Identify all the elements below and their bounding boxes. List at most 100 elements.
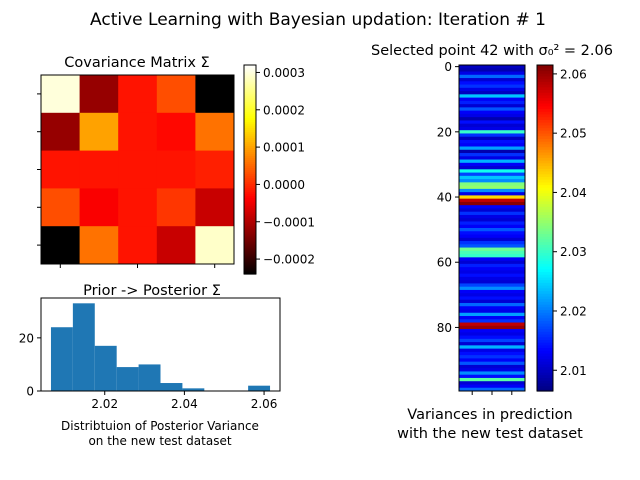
variance-cell (459, 257, 525, 262)
colorbar-step (537, 135, 553, 139)
colorbar-step (537, 162, 553, 167)
colorbar-step (537, 146, 553, 150)
covariance-cell (41, 226, 81, 265)
colorbar-step (244, 127, 256, 130)
colorbar-step (537, 274, 553, 278)
histogram-xtick-label: 2.04 (171, 397, 198, 411)
covariance-cell (118, 150, 158, 189)
colorbar-step (244, 185, 256, 189)
colorbar-step (537, 282, 553, 286)
colorbar-step (537, 309, 553, 313)
colorbar-step (244, 85, 256, 88)
variance-cell (459, 322, 525, 327)
colorbar-step (244, 77, 256, 80)
colorbar-step (244, 175, 256, 179)
colorbar-step (537, 233, 553, 237)
colorbar-step (537, 358, 553, 362)
colorbar-step (244, 213, 256, 217)
colorbar-step (537, 285, 553, 289)
variance-cell (459, 254, 525, 258)
variance-colorbar: 2.01 2.02 2.03 2.04 2.05 2.06 (536, 64, 587, 392)
colorbar-step (244, 159, 256, 163)
variance-cell (459, 384, 525, 389)
variance-cell (459, 97, 525, 102)
colorbar-step (244, 241, 256, 245)
colorbar-step (537, 165, 553, 169)
colorbar-step (537, 252, 553, 256)
histogram-bar (182, 388, 205, 391)
variance-cell (459, 211, 525, 216)
covariance-cell (41, 150, 81, 189)
variance-cell (459, 332, 525, 337)
colorbar-step (537, 355, 553, 359)
colorbar-step (244, 125, 256, 128)
colorbar-step (244, 165, 256, 169)
colorbar-step (244, 237, 256, 241)
variance-cell (459, 153, 525, 157)
colorbar-step (244, 255, 256, 259)
colorbar-step (244, 189, 256, 193)
variance-cell (459, 117, 525, 121)
variance-cell (459, 241, 525, 245)
variance-cell (459, 348, 525, 353)
colorbar-step (537, 208, 553, 213)
colorbar-step (537, 271, 553, 275)
colorbar-step (537, 203, 553, 207)
variance-cell (459, 81, 525, 86)
variance-cell (459, 139, 525, 144)
variance-cell (459, 133, 525, 138)
variance-ytick-label: 20 (437, 125, 452, 139)
colorbar-step (537, 287, 553, 292)
variance-cell (459, 273, 525, 278)
variance-cell (459, 78, 525, 82)
colorbar-step (537, 94, 553, 99)
colorbar-step (537, 260, 553, 264)
variance-cell (459, 208, 525, 213)
colorbar-step (537, 333, 553, 338)
variance-cell (459, 280, 525, 284)
colorbar-step (537, 189, 553, 194)
colorbar-step (244, 107, 256, 110)
variance-cell (459, 228, 525, 232)
variance-cell (459, 335, 525, 340)
covariance-cell (195, 188, 235, 227)
histogram-title: Prior -> Posterior Σ (83, 283, 221, 299)
colorbar-step (537, 198, 553, 202)
colorbar-step (537, 160, 553, 164)
colorbar-step (537, 371, 553, 376)
variance-cell (459, 270, 525, 275)
colorbar-step (244, 155, 256, 159)
colorbar-step (537, 73, 553, 77)
colorbar-step (537, 225, 553, 229)
colorbar-step (537, 124, 553, 129)
colorbar-step (244, 123, 256, 126)
variance-cell (459, 329, 525, 333)
variance-cell (459, 143, 525, 147)
variance-cell (459, 355, 525, 359)
covariance-cell (195, 226, 235, 265)
variance-cell (459, 198, 525, 203)
variance-cell (459, 166, 525, 170)
colorbar-tick-label: 2.05 (560, 127, 587, 141)
covariance-cell (195, 112, 235, 152)
colorbar-step (244, 239, 256, 243)
colorbar-step (537, 317, 553, 321)
variance-cell (459, 205, 525, 209)
histogram-bar (72, 303, 95, 391)
colorbar-step (244, 247, 256, 251)
colorbar-step (244, 139, 256, 142)
colorbar-step (537, 168, 553, 172)
colorbar-step (244, 95, 256, 98)
variance-cell (459, 87, 525, 92)
covariance-cell (118, 112, 158, 152)
colorbar-step (244, 253, 256, 257)
colorbar-step (244, 181, 256, 185)
colorbar-step (244, 135, 256, 138)
colorbar-step (244, 193, 256, 197)
variance-cell (459, 260, 525, 265)
colorbar-step (537, 211, 553, 216)
variance-cell (459, 325, 525, 330)
covariance-cell (79, 150, 119, 189)
covariance-cell (118, 226, 158, 265)
